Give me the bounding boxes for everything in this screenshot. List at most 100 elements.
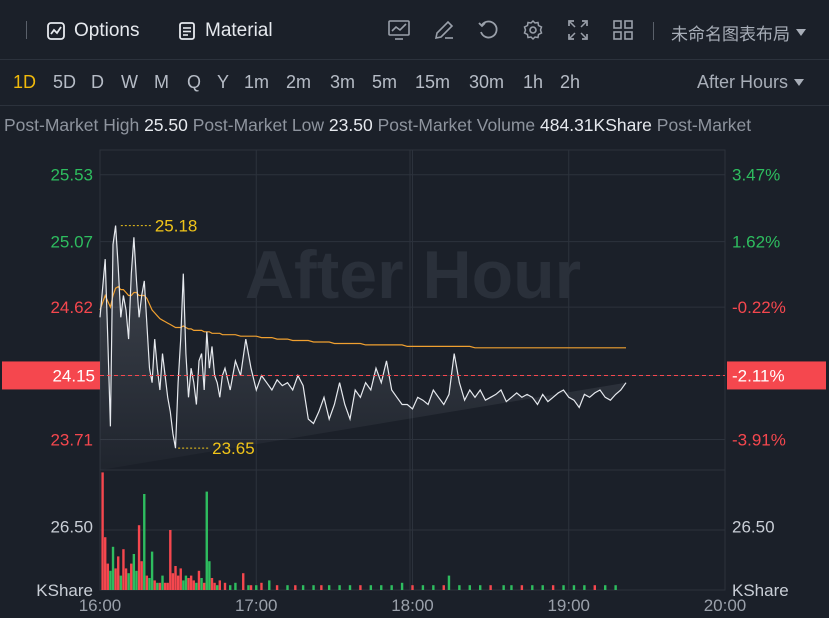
volume-bar (169, 530, 172, 590)
period-15m[interactable]: 15m (415, 72, 451, 92)
volume-bar (320, 585, 323, 590)
layout-dropdown[interactable]: 未命名图表布局 (671, 20, 806, 45)
volume-bar (489, 585, 492, 590)
volume-bar (348, 585, 352, 590)
period-bar: 1D 5D D W M Q Y 1m 2m 3m 5m 15m 30m 1h 2… (0, 60, 829, 106)
volume-bar (205, 491, 208, 590)
volume-label: Post-Market Volume (377, 115, 536, 135)
volume-bar (234, 582, 237, 590)
period-W[interactable]: W (121, 72, 138, 92)
settings-icon[interactable] (520, 17, 546, 43)
volume-bar (166, 582, 169, 590)
period-1D[interactable]: 1D (13, 72, 37, 92)
grid-layout-icon[interactable] (610, 17, 636, 43)
volume-bar (338, 585, 341, 590)
current-price-badge (2, 361, 100, 390)
percent-tick-label: 3.47% (732, 166, 780, 185)
fullscreen-icon[interactable] (565, 17, 591, 43)
volume-bar (583, 585, 586, 590)
volume-bar (604, 585, 607, 590)
volume-bar (215, 585, 219, 590)
volume-bar (187, 578, 190, 590)
reset-icon[interactable] (475, 17, 501, 43)
max-marker-label: 25.18 (155, 217, 198, 236)
volume-bar (130, 563, 133, 590)
period-2m[interactable]: 2m (286, 72, 312, 92)
price-tick-label: 23.71 (50, 430, 93, 449)
volume-bar (161, 575, 164, 590)
percent-tick-label: -3.91% (732, 430, 786, 449)
volume-bar (275, 585, 279, 590)
period-1h[interactable]: 1h (523, 72, 544, 92)
period-30m[interactable]: 30m (469, 72, 505, 92)
material-button[interactable]: Material (177, 18, 273, 44)
volume-bar (551, 585, 555, 590)
percent-tick-label: -0.22% (732, 298, 786, 317)
draw-icon[interactable] (431, 17, 457, 43)
volume-bar (117, 556, 120, 590)
volume-bar (156, 582, 159, 590)
min-marker-label: 23.65 (212, 439, 255, 458)
volume-bar (562, 585, 565, 590)
time-tick-label: 17:00 (235, 596, 278, 615)
volume-bar (572, 585, 576, 590)
volume-bar (390, 585, 393, 590)
volume-bar (153, 580, 156, 590)
volume-value: 484.31KShare (540, 115, 652, 135)
volume-bar (137, 525, 141, 590)
toolbar-separator (26, 21, 27, 39)
volume-bar (369, 585, 373, 590)
volume-bar (380, 585, 383, 590)
volume-unit-left: KShare (36, 581, 93, 600)
period-M[interactable]: M (154, 72, 169, 92)
options-chart-icon (47, 22, 65, 40)
time-axis: 16:00 17:00 18:00 19:00 20:00 (79, 596, 747, 615)
price-tick-label: 24.62 (50, 298, 93, 317)
volume-bar (197, 570, 201, 590)
period-D[interactable]: D (91, 72, 104, 92)
chevron-down-icon (796, 29, 806, 36)
volume-bar (312, 585, 315, 590)
options-button[interactable]: Options (46, 18, 139, 44)
current-change-badge (727, 361, 826, 390)
right-percent-axis: 3.47% 1.62% -0.22% -2.11% -3.91% (727, 166, 826, 449)
period-5D[interactable]: 5D (53, 72, 77, 92)
period-Q[interactable]: Q (187, 72, 202, 92)
volume-bar (268, 580, 271, 590)
low-label: Post-Market Low (192, 115, 325, 135)
price-tick-label: 25.07 (50, 233, 93, 252)
volume-bar (400, 582, 404, 590)
volume-bar (541, 585, 544, 590)
session-label: After Hours (697, 72, 789, 92)
high-value: 25.50 (144, 115, 188, 135)
period-2h[interactable]: 2h (560, 72, 581, 92)
period-3m[interactable]: 3m (330, 72, 356, 92)
volume-bar (421, 585, 425, 590)
volume-tick-left: 26.50 (50, 517, 93, 536)
period-1m[interactable]: 1m (244, 72, 270, 92)
toolbar-separator-right (653, 22, 654, 40)
options-label: Options (74, 20, 140, 41)
document-icon (179, 22, 195, 40)
volume-bar (223, 582, 227, 590)
volume-bar (593, 585, 596, 590)
volume-bar (210, 578, 214, 590)
volume-bar (163, 582, 167, 590)
session-dropdown[interactable]: After Hours (697, 72, 805, 93)
volume-bar (260, 582, 263, 590)
period-Y[interactable]: Y (217, 72, 230, 92)
price-tick-label: 25.53 (50, 166, 93, 185)
period-5m[interactable]: 5m (372, 72, 398, 92)
chart-icon[interactable] (386, 17, 412, 43)
avg-price-line (99, 285, 626, 349)
percent-tick-label: 1.62% (732, 233, 780, 252)
top-toolbar: Options Material 未命名图表布局 (0, 0, 829, 60)
volume-bar (171, 573, 175, 590)
volume-bar (208, 561, 211, 590)
material-label: Material (205, 20, 273, 41)
volume-bar (502, 585, 505, 590)
volume-bar (447, 575, 451, 590)
volume-bar (127, 573, 130, 590)
volume-bar (286, 585, 289, 590)
